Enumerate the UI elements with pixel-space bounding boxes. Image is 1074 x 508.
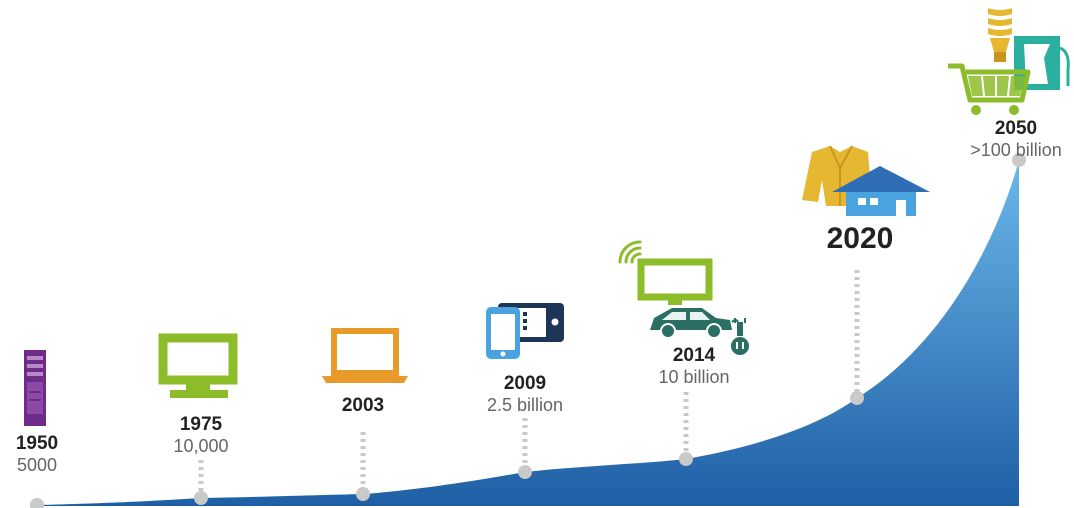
monitor-icon bbox=[158, 333, 238, 398]
plug-icon bbox=[731, 318, 749, 355]
milestone-marker-1975 bbox=[194, 491, 208, 505]
shopping-cart-icon bbox=[948, 63, 1031, 115]
milestone-year-1975: 1975 bbox=[180, 414, 223, 435]
jacket-icon bbox=[802, 145, 872, 206]
wifi-icon bbox=[618, 240, 642, 264]
milestone-marker-1950 bbox=[30, 498, 44, 508]
milestone-year-2009: 2009 bbox=[504, 373, 546, 394]
milestone-year-2020: 2020 bbox=[827, 222, 894, 255]
milestone-year-2003: 2003 bbox=[342, 395, 384, 416]
house-icon bbox=[832, 166, 930, 216]
milestone-marker-2050 bbox=[1012, 153, 1026, 167]
milestone-marker-2009 bbox=[518, 465, 532, 479]
electric-car-icon bbox=[650, 308, 732, 339]
milestone-year-2014: 2014 bbox=[673, 345, 716, 366]
growth-area bbox=[33, 160, 1019, 506]
laptop-icon bbox=[322, 328, 408, 383]
milestone-marker-2003 bbox=[356, 487, 370, 501]
milestone-value-1975: 10,000 bbox=[173, 436, 228, 456]
milestone-year-2050: 2050 bbox=[995, 118, 1037, 139]
milestone-value-2050: >100 billion bbox=[970, 140, 1062, 160]
milestone-value-1950: 5000 bbox=[17, 455, 57, 475]
smartphone-icon bbox=[486, 307, 520, 359]
milestone-value-2014: 10 billion bbox=[658, 367, 729, 387]
desktop-tower-icon bbox=[24, 350, 46, 426]
milestone-value-2009: 2.5 billion bbox=[487, 395, 563, 415]
tv-icon bbox=[637, 258, 713, 305]
light-bulb-icon bbox=[988, 8, 1012, 62]
milestone-year-1950: 1950 bbox=[16, 433, 58, 454]
milestone-marker-2014 bbox=[679, 452, 693, 466]
milestone-marker-2020 bbox=[850, 391, 864, 405]
